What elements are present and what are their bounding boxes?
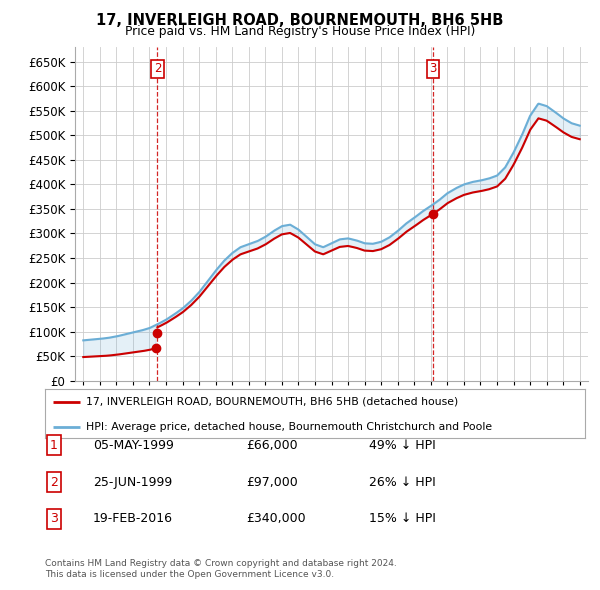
Text: 17, INVERLEIGH ROAD, BOURNEMOUTH, BH6 5HB (detached house): 17, INVERLEIGH ROAD, BOURNEMOUTH, BH6 5H…: [86, 397, 458, 407]
Text: 25-JUN-1999: 25-JUN-1999: [93, 476, 172, 489]
Text: 1: 1: [50, 439, 58, 452]
Text: 17, INVERLEIGH ROAD, BOURNEMOUTH, BH6 5HB: 17, INVERLEIGH ROAD, BOURNEMOUTH, BH6 5H…: [97, 13, 503, 28]
Text: HPI: Average price, detached house, Bournemouth Christchurch and Poole: HPI: Average price, detached house, Bour…: [86, 422, 491, 432]
Text: 05-MAY-1999: 05-MAY-1999: [93, 439, 174, 452]
Text: 3: 3: [429, 62, 437, 75]
Text: Contains HM Land Registry data © Crown copyright and database right 2024.: Contains HM Land Registry data © Crown c…: [45, 559, 397, 568]
Text: £97,000: £97,000: [246, 476, 298, 489]
Text: 26% ↓ HPI: 26% ↓ HPI: [369, 476, 436, 489]
Text: 15% ↓ HPI: 15% ↓ HPI: [369, 512, 436, 525]
Text: 19-FEB-2016: 19-FEB-2016: [93, 512, 173, 525]
Text: 3: 3: [50, 512, 58, 525]
Text: Price paid vs. HM Land Registry's House Price Index (HPI): Price paid vs. HM Land Registry's House …: [125, 25, 475, 38]
Text: 49% ↓ HPI: 49% ↓ HPI: [369, 439, 436, 452]
Text: £66,000: £66,000: [246, 439, 298, 452]
Text: 2: 2: [154, 62, 161, 75]
Text: 2: 2: [50, 476, 58, 489]
Text: This data is licensed under the Open Government Licence v3.0.: This data is licensed under the Open Gov…: [45, 571, 334, 579]
Text: £340,000: £340,000: [246, 512, 305, 525]
